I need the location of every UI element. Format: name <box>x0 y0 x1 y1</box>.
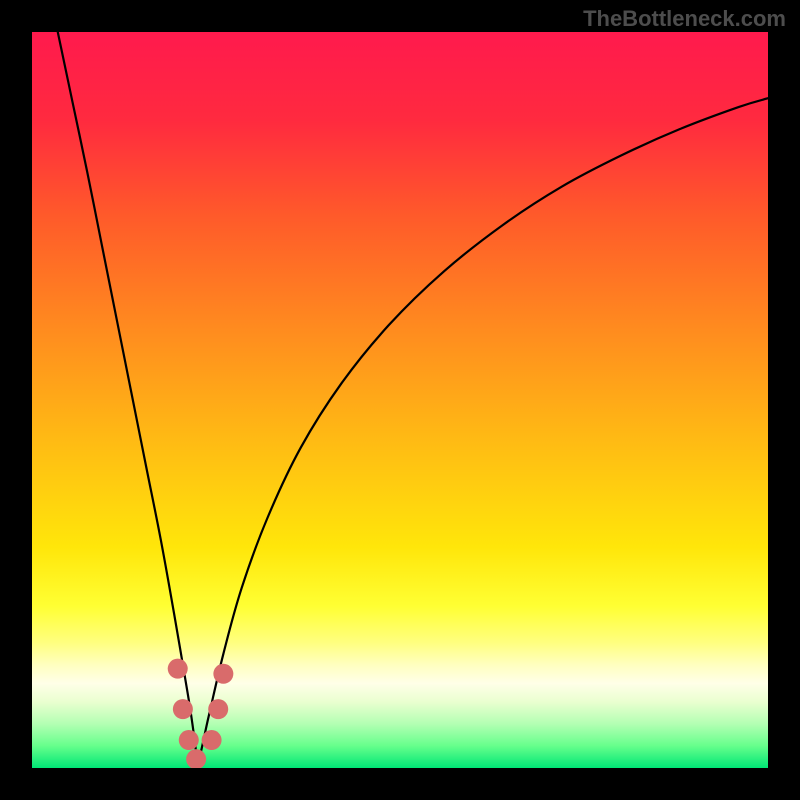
data-marker <box>202 730 222 750</box>
frame-left <box>0 0 32 800</box>
data-marker <box>168 659 188 679</box>
watermark-text: TheBottleneck.com <box>583 6 786 32</box>
frame-bottom <box>0 768 800 800</box>
data-marker <box>173 699 193 719</box>
gradient-background <box>32 32 768 768</box>
data-marker <box>179 730 199 750</box>
chart-area <box>32 32 768 768</box>
data-marker <box>208 699 228 719</box>
frame-right <box>768 0 800 800</box>
data-marker <box>213 664 233 684</box>
